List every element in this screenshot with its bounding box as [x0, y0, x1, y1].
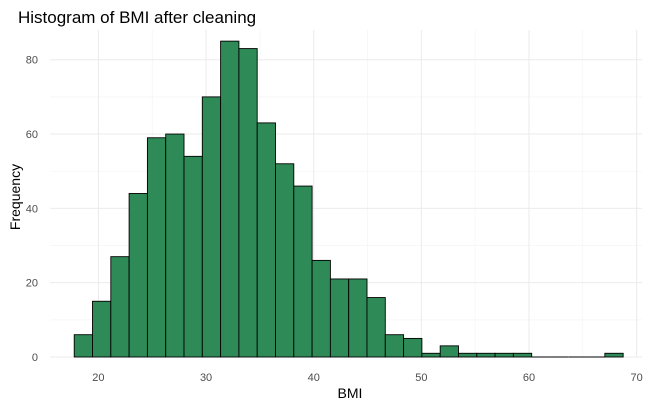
histogram-bar — [256, 122, 276, 358]
histogram-bar — [512, 352, 533, 358]
histogram-bar — [73, 334, 93, 358]
histogram-bar — [183, 155, 203, 358]
y-tick-label: 0 — [32, 352, 38, 364]
x-tick-label: 20 — [92, 372, 104, 384]
histogram-bar — [458, 352, 478, 358]
chart-title: Histogram of BMI after cleaning — [18, 8, 256, 27]
histogram-bar — [311, 259, 331, 358]
histogram-bar — [366, 297, 386, 358]
y-tick-label: 60 — [26, 129, 38, 141]
histogram-bar — [165, 133, 185, 358]
y-tick-label: 80 — [26, 55, 38, 67]
x-axis-label: BMI — [338, 385, 363, 401]
histogram-bar — [220, 40, 240, 358]
x-tick-label: 40 — [308, 372, 320, 384]
x-axis-ticks: 20 30 40 50 60 70 — [92, 372, 642, 384]
histogram-bar — [384, 334, 405, 358]
histogram-bar — [92, 300, 112, 358]
histogram-bar — [238, 48, 258, 358]
x-tick-label: 50 — [415, 372, 427, 384]
x-tick-label: 70 — [630, 372, 642, 384]
histogram-bar — [604, 352, 624, 358]
y-axis-ticks: 0 20 40 60 80 — [26, 55, 38, 364]
histogram-bar — [110, 256, 130, 358]
histogram-bar — [146, 137, 167, 358]
histogram-bar — [439, 345, 459, 358]
y-axis-label: Frequency — [7, 164, 23, 230]
y-tick-label: 40 — [26, 203, 38, 215]
histogram-bar — [421, 352, 441, 358]
histogram-bar — [293, 185, 313, 358]
histogram-bar — [348, 278, 368, 358]
histogram-bar — [403, 337, 423, 358]
histogram-bar — [476, 352, 496, 358]
y-tick-label: 20 — [26, 278, 38, 290]
histogram-bar — [329, 278, 350, 358]
histogram-bar — [275, 163, 295, 358]
histogram-bar — [201, 96, 222, 358]
histogram-bar — [494, 352, 514, 358]
histogram-bars — [73, 40, 624, 358]
x-tick-label: 30 — [200, 372, 212, 384]
x-tick-label: 60 — [523, 372, 535, 384]
histogram-bar — [128, 193, 148, 358]
